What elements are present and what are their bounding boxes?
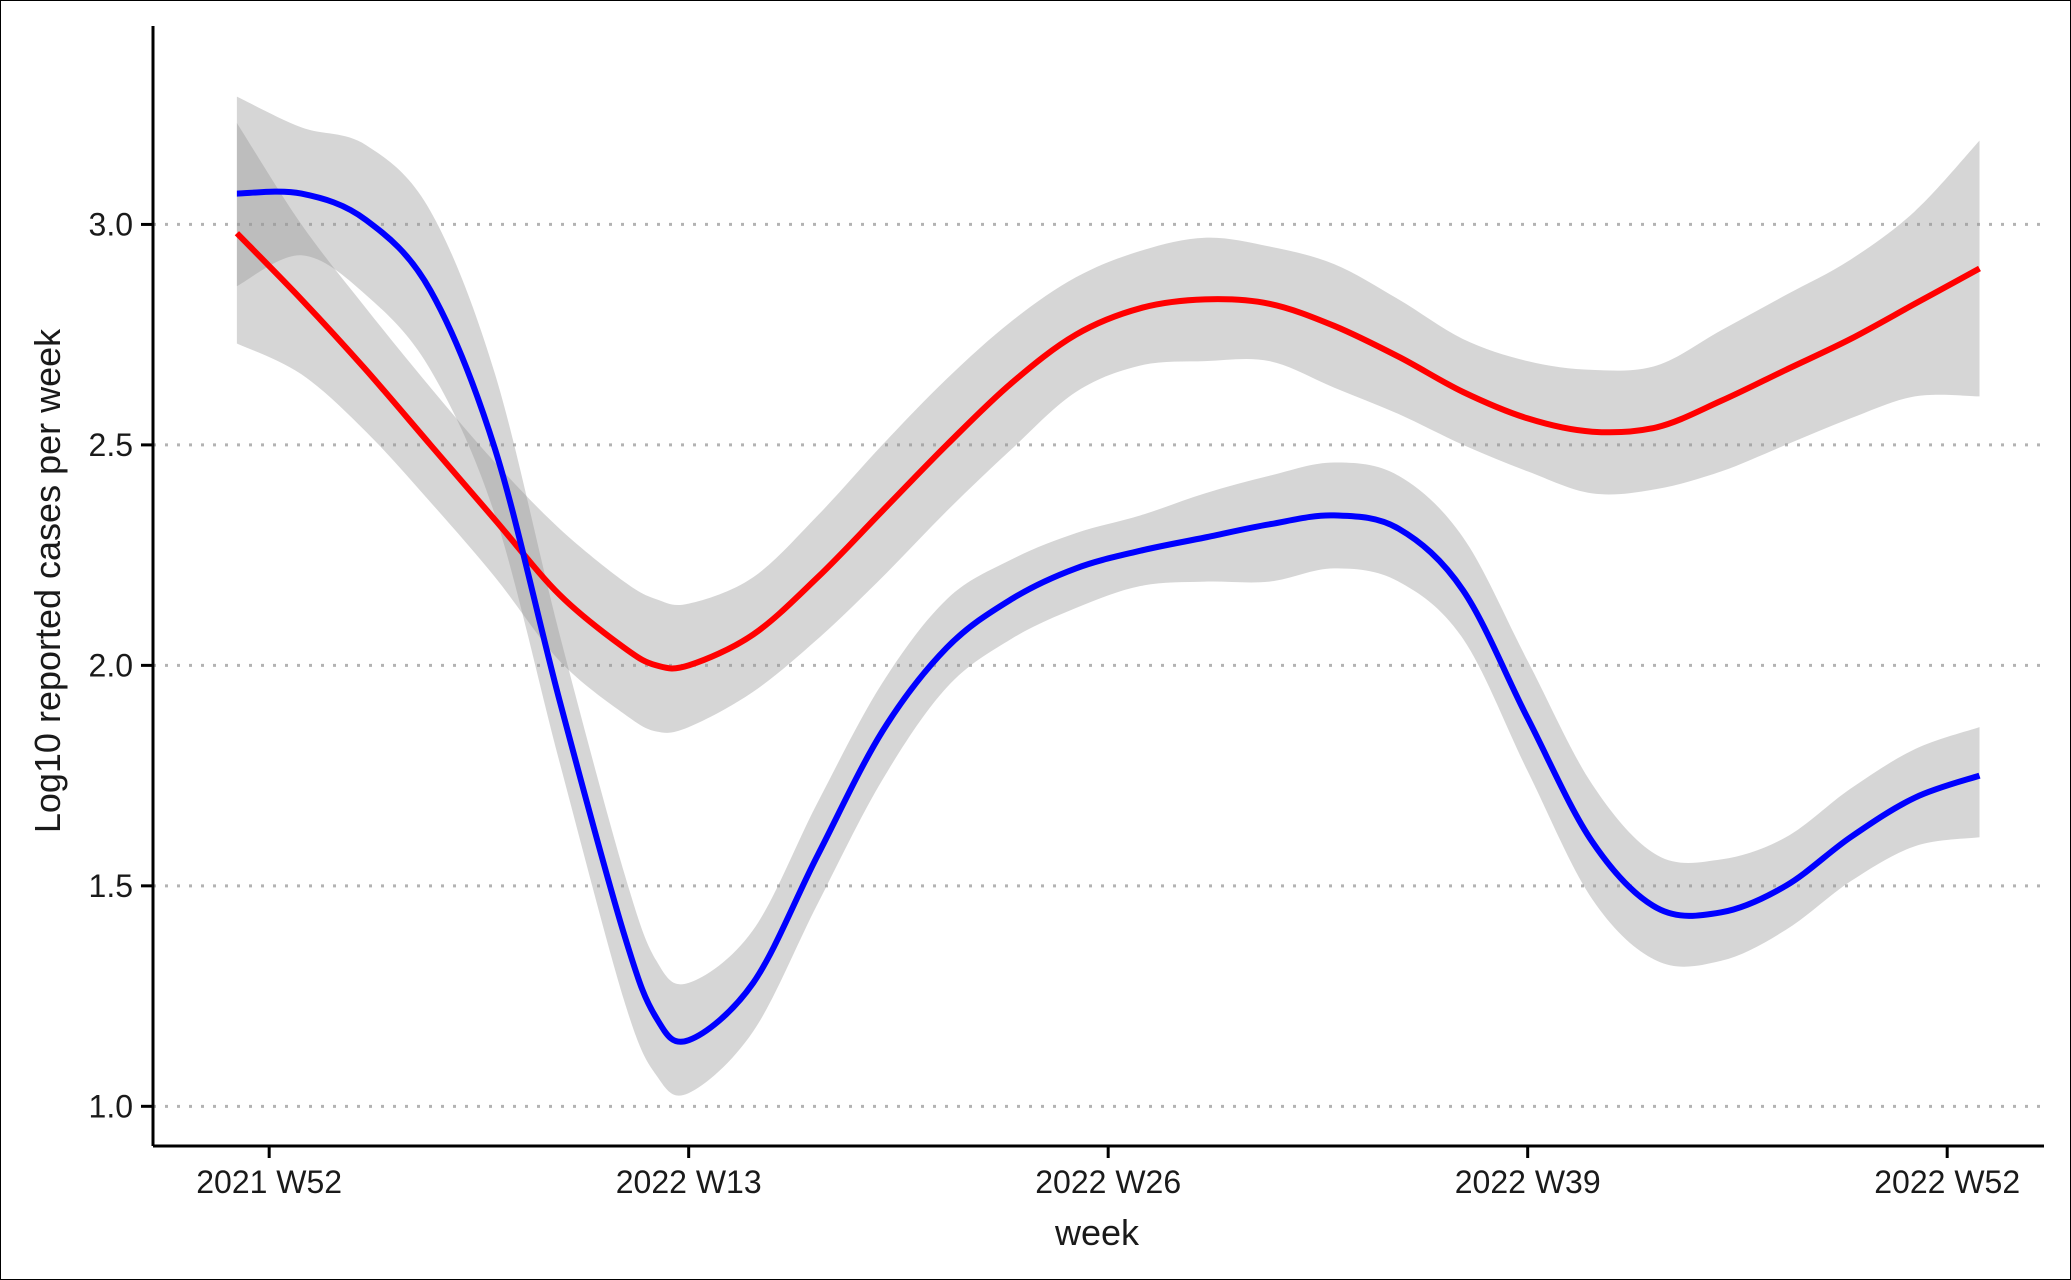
ticks: 1.0 1.5 2.0 2.5 3.0 2021 W52 2022 W13 2022 W26 2… [89, 206, 2021, 1200]
y-tick-label-0: 1.0 [89, 1088, 133, 1124]
axes [151, 26, 2044, 1148]
x-tick-label-0: 2021 W52 [196, 1164, 342, 1200]
y-tick-label-1: 1.5 [89, 868, 133, 904]
x-tick-label-2: 2022 W26 [1035, 1164, 1181, 1200]
x-tick-label-3: 2022 W39 [1455, 1164, 1601, 1200]
y-tick-label-3: 2.5 [89, 427, 133, 463]
confidence-band-1 [236, 96, 1980, 1096]
x-axis-title: week [1054, 1212, 1140, 1253]
y-tick-label-2: 2.0 [89, 647, 133, 683]
x-tick-label-4: 2022 W52 [1874, 1164, 2020, 1200]
series-lines [234, 188, 1981, 1045]
confidence-band-0 [236, 123, 1980, 733]
series-line-1 [236, 188, 1981, 1045]
series-line-0 [234, 231, 1981, 672]
y-tick-label-4: 3.0 [89, 206, 133, 242]
y-axis-title: Log10 reported cases per week [27, 328, 68, 833]
x-tick-label-1: 2022 W13 [616, 1164, 762, 1200]
confidence-bands [236, 96, 1980, 1096]
